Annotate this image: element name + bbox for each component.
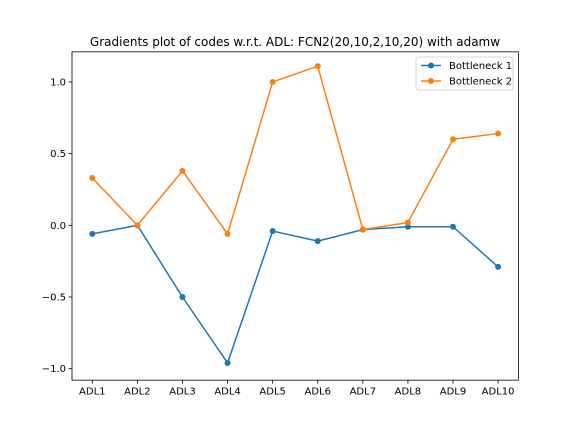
chart-title: Gradients plot of codes w.r.t. ADL: FCN2…: [90, 35, 500, 49]
series-2-point: [359, 226, 366, 233]
series-2-point: [450, 136, 457, 143]
x-tick-label: ADL5: [259, 387, 285, 398]
y-tick-label: −0.5: [42, 293, 66, 304]
series-2-point: [314, 63, 321, 70]
y-tick-label: 0.0: [50, 221, 66, 232]
series-1-point: [179, 294, 186, 301]
x-tick-label: ADL8: [395, 387, 421, 398]
series-2-point: [495, 130, 502, 137]
series-1-point: [450, 223, 457, 230]
series-1-point: [269, 228, 276, 235]
series-1-point: [404, 223, 411, 230]
y-tick-label: −1.0: [42, 364, 66, 375]
legend-marker-1: [428, 62, 434, 69]
legend-label-2: Bottleneck 2: [449, 77, 512, 88]
x-tick-label: ADL3: [169, 387, 195, 398]
series-line-2: [91, 65, 499, 235]
series-1-point: [495, 263, 502, 270]
series-2-point: [224, 230, 231, 237]
axes-frame: [71, 51, 519, 381]
x-tick-label: ADL4: [214, 387, 240, 398]
series-2-point: [404, 219, 411, 226]
series-2-point: [134, 222, 141, 229]
legend: Bottleneck 1 Bottleneck 2: [415, 56, 514, 91]
series-1-point: [89, 230, 96, 237]
series-1-point: [224, 359, 231, 366]
series-2-point: [89, 175, 96, 182]
plot-area: ADL1 ADL2 ADL3 ADL4 ADL5 ADL6 ADL7 ADL8 ADL9 ADL1…: [42, 51, 519, 398]
legend-marker-2: [428, 78, 434, 84]
y-tick-label: 0.5: [50, 149, 66, 160]
x-tick-label: ADL9: [440, 387, 466, 398]
x-tick-label: ADL2: [124, 387, 150, 398]
series-line-1: [92, 224, 499, 364]
x-tick-label: ADL10: [482, 387, 515, 398]
series-2-point: [269, 78, 276, 85]
x-tick-label: ADL6: [305, 387, 331, 398]
x-tick-label: ADL1: [79, 387, 105, 398]
y-tick-label: 1.0: [50, 77, 66, 88]
series-1-point: [314, 238, 321, 245]
series-2-point: [179, 167, 186, 174]
legend-label-1: Bottleneck 1: [449, 61, 512, 72]
x-tick-label: ADL7: [350, 387, 376, 398]
